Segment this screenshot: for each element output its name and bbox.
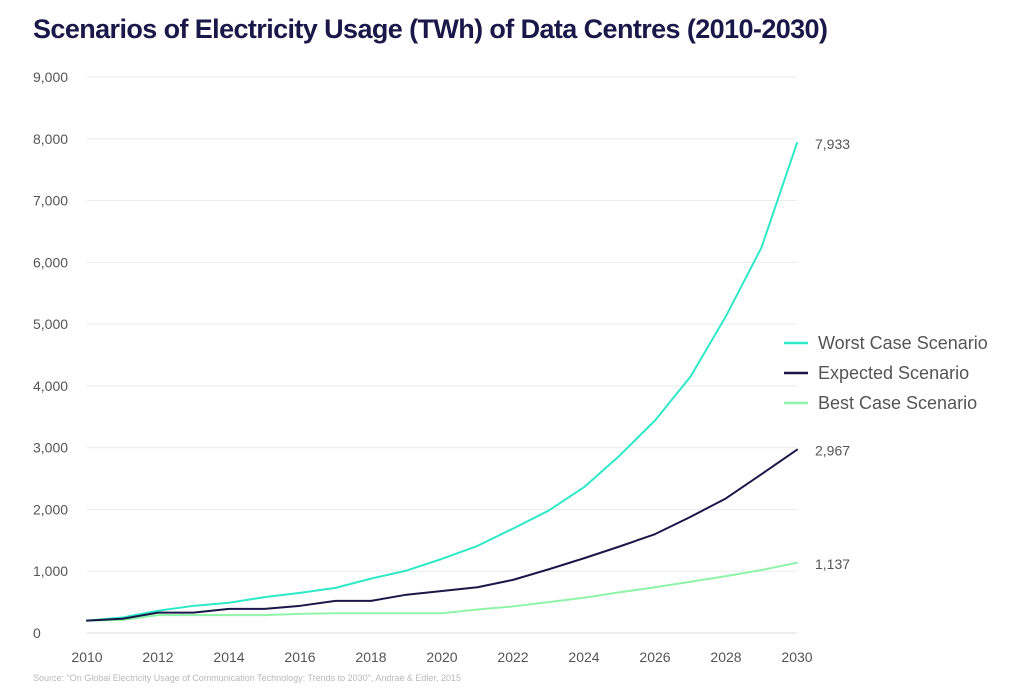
legend-label: Best Case Scenario <box>818 393 977 413</box>
y-tick-label: 3,000 <box>33 440 68 456</box>
x-tick-label: 2024 <box>568 649 599 665</box>
y-tick-label: 9,000 <box>33 69 68 85</box>
x-tick-label: 2030 <box>781 649 812 665</box>
series-line-expected-scenario <box>86 448 798 622</box>
x-tick-label: 2020 <box>426 649 457 665</box>
x-tick-label: 2026 <box>639 649 670 665</box>
y-tick-label: 7,000 <box>33 193 68 209</box>
chart-title: Scenarios of Electricity Usage (TWh) of … <box>33 14 828 44</box>
x-axis: 2010 2012 2014 2016 2018 2020 2022 2024 2026 2028… <box>71 649 812 665</box>
y-tick-label: 5,000 <box>33 316 68 332</box>
y-axis: 0 1,000 2,000 3,000 4,000 5,000 6,000 7,000 8,00… <box>33 69 68 641</box>
x-tick-label: 2018 <box>355 649 386 665</box>
y-tick-label: 2,000 <box>33 501 68 517</box>
end-value-label: 7,933 <box>815 136 850 152</box>
y-tick-label: 0 <box>33 625 41 641</box>
series-line-best-case-scenario <box>86 561 798 622</box>
x-tick-label: 2016 <box>284 649 315 665</box>
y-tick-label: 1,000 <box>33 563 68 579</box>
x-tick-label: 2012 <box>142 649 173 665</box>
source-note: Source: "On Global Electricity Usage of … <box>33 673 461 683</box>
legend-label: Worst Case Scenario <box>818 333 988 353</box>
x-tick-label: 2010 <box>71 649 102 665</box>
legend-label: Expected Scenario <box>818 363 969 383</box>
end-labels: 7,933 2,967 1,137 <box>815 136 850 572</box>
x-tick-label: 2028 <box>710 649 741 665</box>
series-line-worst-case-scenario <box>86 141 798 622</box>
end-value-label: 1,137 <box>815 556 850 572</box>
grid-layer <box>87 76 797 634</box>
y-tick-label: 4,000 <box>33 378 68 394</box>
series-layer <box>86 141 798 622</box>
y-tick-label: 8,000 <box>33 131 68 147</box>
legend: Worst Case Scenario Expected Scenario Best… <box>784 333 988 413</box>
end-value-label: 2,967 <box>815 443 850 459</box>
x-tick-label: 2022 <box>497 649 528 665</box>
x-tick-label: 2014 <box>213 649 244 665</box>
y-tick-label: 6,000 <box>33 254 68 270</box>
